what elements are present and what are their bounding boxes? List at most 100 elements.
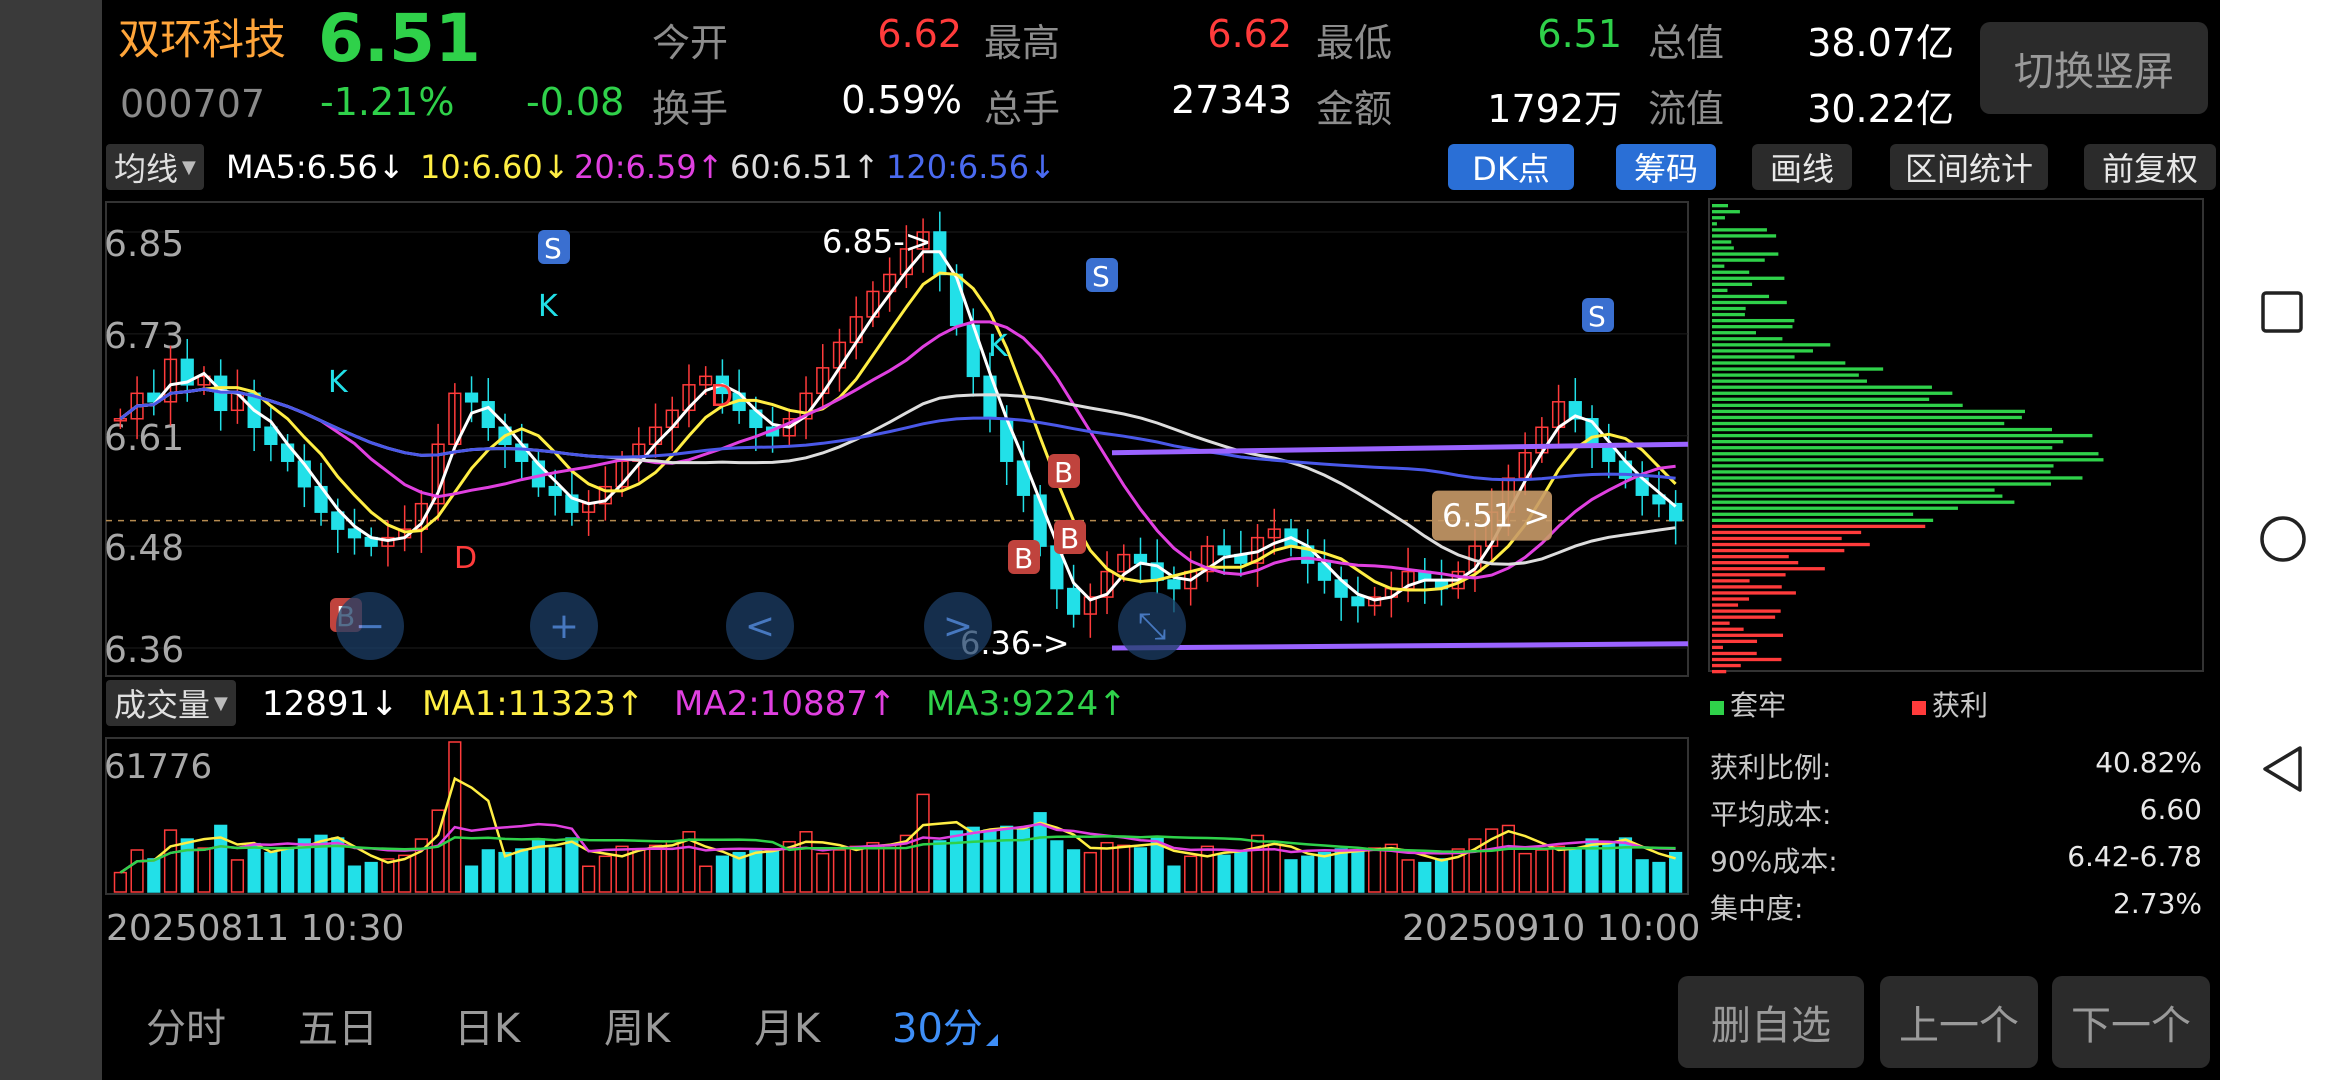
buy-signal-badge xyxy=(1054,520,1086,554)
buy-signal-label: B xyxy=(1060,522,1079,555)
volume-bar xyxy=(113,871,127,893)
chip-bar xyxy=(1712,573,1786,577)
turnover-label: 换手 xyxy=(652,87,729,131)
chips-button[interactable]: 筹码 xyxy=(1616,144,1716,190)
volume-bar xyxy=(1133,847,1148,893)
high-label: 最高 xyxy=(984,21,1061,65)
ma5-line xyxy=(119,250,1677,602)
volume-bar xyxy=(197,847,211,893)
volume-bar xyxy=(1401,859,1415,893)
next-stock-button[interactable]: 下一个 xyxy=(2052,976,2210,1068)
tab-daily-k[interactable]: 日K xyxy=(454,1006,521,1052)
candle-body xyxy=(699,375,713,386)
scroll-left-icon[interactable]: < xyxy=(726,592,794,660)
volume-bar xyxy=(1669,851,1683,893)
ma-dropdown[interactable]: 均线 ▼ xyxy=(106,144,204,190)
buy-signal-badge xyxy=(1008,540,1040,574)
volume-bar xyxy=(1551,845,1566,893)
chip-bar xyxy=(1712,294,1770,299)
scroll-right-icon[interactable]: > xyxy=(924,592,992,660)
chip-bar xyxy=(1712,252,1779,256)
chip-bar xyxy=(1712,597,1750,601)
volume-bar xyxy=(1618,837,1633,893)
chip-bar xyxy=(1712,427,2052,432)
candle-body xyxy=(264,426,278,445)
remove-watchlist-button[interactable]: 删自选 xyxy=(1678,976,1864,1068)
chip-bar xyxy=(1712,349,1813,353)
amount-label: 金额 xyxy=(1316,87,1393,131)
range-stats-button[interactable]: 区间统计 xyxy=(1890,144,2048,190)
ma-dropdown-label: 均线 xyxy=(114,150,179,188)
home-icon[interactable] xyxy=(2258,514,2308,564)
switch-portrait-button[interactable]: 切换竖屏 xyxy=(1980,22,2208,114)
vol-ma1-label: MA1:11323↑ xyxy=(422,684,645,724)
volume-bar xyxy=(1635,859,1649,893)
zoom-out-icon-glyph: − xyxy=(355,606,385,647)
tab-intraday[interactable]: 分时 xyxy=(146,1006,226,1052)
change-percent: -1.21% xyxy=(320,80,455,124)
chip-bar xyxy=(1712,524,1926,529)
volume-bar xyxy=(1652,861,1666,893)
stat-value: 6.42-6.78 xyxy=(2067,840,2202,873)
ma10-label: 10:6.60↓ xyxy=(420,148,570,186)
tab-monthly-k[interactable]: 月K xyxy=(754,1006,821,1052)
volume-bar xyxy=(732,851,746,893)
fullscreen-icon[interactable]: ⤡ xyxy=(1118,592,1186,660)
volume-bar xyxy=(1234,850,1248,893)
volume-dropdown[interactable]: 成交量 ▼ xyxy=(106,680,236,726)
tab-five-day[interactable]: 五日 xyxy=(298,1006,378,1052)
volume-bar xyxy=(1267,843,1281,893)
zoom-out-icon[interactable]: − xyxy=(336,592,404,660)
volume-value: 27343 xyxy=(1171,78,1292,122)
ma60-label: 60:6.51↑ xyxy=(730,148,880,186)
sell-signal-badge xyxy=(1086,258,1118,292)
price-chart[interactable]: 6.856.736.616.486.366.85->6.36->6.51 >SS… xyxy=(102,196,1690,680)
legend-profit: 获利 xyxy=(1912,684,1988,724)
chip-bar xyxy=(1712,204,1729,208)
tab-30min[interactable]: 30分 xyxy=(892,1006,983,1052)
draw-line-button[interactable]: 画线 xyxy=(1752,144,1852,190)
recent-apps-icon[interactable] xyxy=(2260,290,2304,334)
trapped-swatch xyxy=(1710,701,1724,715)
chip-bar xyxy=(1712,331,1756,335)
previous-stock-button[interactable]: 上一个 xyxy=(1880,976,2038,1068)
float-mv-value: 30.22亿 xyxy=(1807,87,1954,131)
tab-weekly-k[interactable]: 周K xyxy=(604,1006,671,1052)
d-signal-label: D xyxy=(710,379,733,414)
fullscreen-icon-bg xyxy=(1118,592,1186,660)
stat-value: 6.60 xyxy=(2139,793,2202,826)
dk-point-button[interactable]: DK点 xyxy=(1448,144,1574,190)
chip-bar xyxy=(1712,464,2054,468)
current-price: 6.51 xyxy=(318,0,481,77)
high-value: 6.62 xyxy=(1207,12,1292,56)
sell-signal-badge xyxy=(538,230,570,264)
ma20-line xyxy=(119,320,1676,580)
volume-bar xyxy=(297,838,311,893)
total-mv-label: 总值 xyxy=(1648,21,1725,65)
ma20-label: 20:6.59↑ xyxy=(574,148,724,186)
volume-bar xyxy=(866,841,880,893)
candle-body xyxy=(1217,545,1231,556)
chips-label: 筹码 xyxy=(1633,150,1698,188)
dropdown-arrow-icon: ▼ xyxy=(182,156,196,178)
chip-bar xyxy=(1712,270,1750,274)
volume-bar xyxy=(1585,838,1599,893)
open-value: 6.62 xyxy=(877,12,962,56)
zoom-in-icon-bg xyxy=(530,592,598,660)
chip-bar xyxy=(1712,567,1825,571)
volume-bar xyxy=(1351,850,1365,893)
zoom-in-icon[interactable]: + xyxy=(530,592,598,660)
candle-body xyxy=(331,511,345,530)
chip-bar xyxy=(1712,343,1831,347)
volume-bar xyxy=(1150,837,1164,893)
scroll-right-icon-bg xyxy=(924,592,992,660)
forward-adjust-button[interactable]: 前复权 xyxy=(2084,144,2216,190)
volume-dropdown-label: 成交量 xyxy=(114,686,211,724)
price-axis-label: 6.36 xyxy=(104,630,184,671)
back-icon[interactable] xyxy=(2260,744,2304,794)
volume-bar xyxy=(1200,845,1214,893)
candle-body xyxy=(1100,570,1114,598)
volume-bar xyxy=(464,865,479,893)
buy-signal-badge xyxy=(1048,454,1080,488)
volume-bar xyxy=(1301,855,1315,893)
